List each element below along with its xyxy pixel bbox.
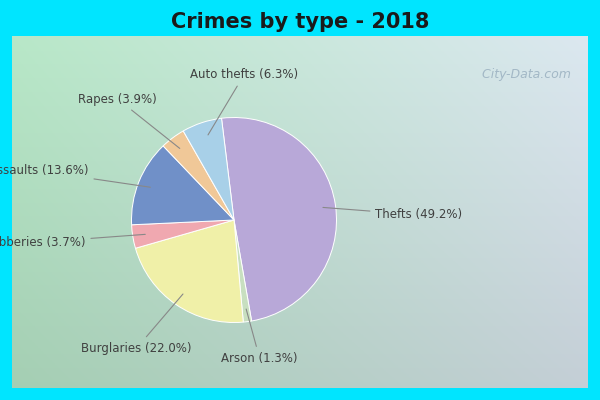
Text: Auto thefts (6.3%): Auto thefts (6.3%) — [190, 68, 298, 135]
Wedge shape — [131, 146, 234, 225]
Wedge shape — [183, 118, 234, 220]
Wedge shape — [163, 131, 234, 220]
Wedge shape — [234, 220, 251, 322]
Text: Burglaries (22.0%): Burglaries (22.0%) — [82, 294, 192, 355]
Wedge shape — [131, 220, 234, 248]
Wedge shape — [221, 118, 337, 321]
Text: Assaults (13.6%): Assaults (13.6%) — [0, 164, 151, 187]
Text: Arson (1.3%): Arson (1.3%) — [221, 309, 298, 365]
Text: Thefts (49.2%): Thefts (49.2%) — [323, 208, 463, 221]
Text: Robberies (3.7%): Robberies (3.7%) — [0, 234, 145, 249]
Wedge shape — [136, 220, 243, 322]
Text: Rapes (3.9%): Rapes (3.9%) — [79, 92, 180, 148]
Text: Crimes by type - 2018: Crimes by type - 2018 — [171, 12, 429, 32]
Text: City-Data.com: City-Data.com — [474, 68, 571, 81]
